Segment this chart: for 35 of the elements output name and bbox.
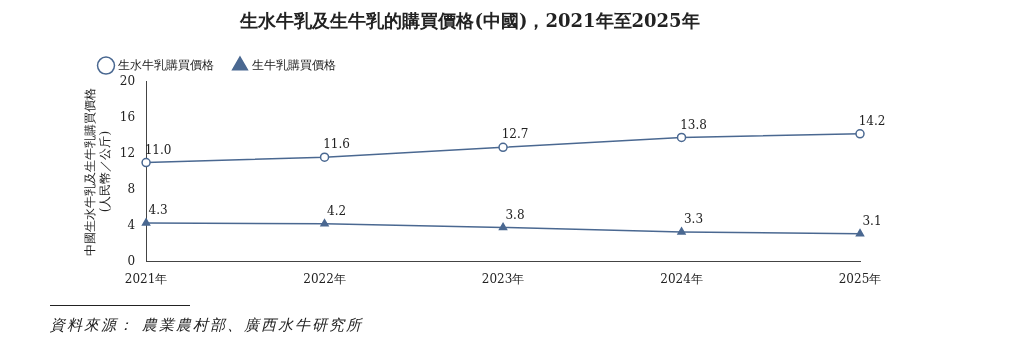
data-label: 4.2 [327,203,347,218]
data-label: 12.7 [501,127,529,142]
y-axis-title: 中國生水牛乳及生牛乳購買價格 (人民幣／公斤) [83,87,112,256]
y-tick-label: 8 [127,181,136,196]
point [320,219,329,227]
x-tick-label: 2022年 [303,271,346,286]
point [855,129,865,139]
x-tick-label: 2025年 [838,271,882,286]
y-tick-label: 12 [119,145,136,160]
y-tick-label: 4 [127,217,136,232]
chart-title: 生水牛乳及生牛乳的購買價格(中國)，2021年至2025年 [239,10,700,32]
y-tick-label: 20 [119,73,136,88]
legend-label: 生水牛乳購買價格 [118,57,214,72]
y-tick-label: 0 [127,253,136,268]
data-label: 14.2 [858,113,886,128]
data-label: 3.8 [505,207,525,222]
data-label: 13.8 [680,117,707,132]
point [676,132,687,143]
legend-label: 生牛乳購買價格 [252,57,336,72]
data-label: 4.3 [148,203,168,218]
point [141,218,151,226]
point [677,227,686,235]
point [498,142,508,153]
data-label: 11.6 [323,137,350,152]
x-tick-label: 2023年 [481,271,525,286]
point [855,228,865,237]
point [141,157,151,168]
source-note: 資料來源： 農業農村部、廣西水牛研究所 [50,316,363,335]
point [319,152,330,162]
x-tick-label: 2021年 [124,271,168,286]
x-tick-label: 2024年 [660,271,703,286]
point [498,222,508,231]
data-label: 3.3 [683,212,704,227]
y-tick-label: 16 [119,109,136,124]
data-label: 3.1 [862,213,882,228]
